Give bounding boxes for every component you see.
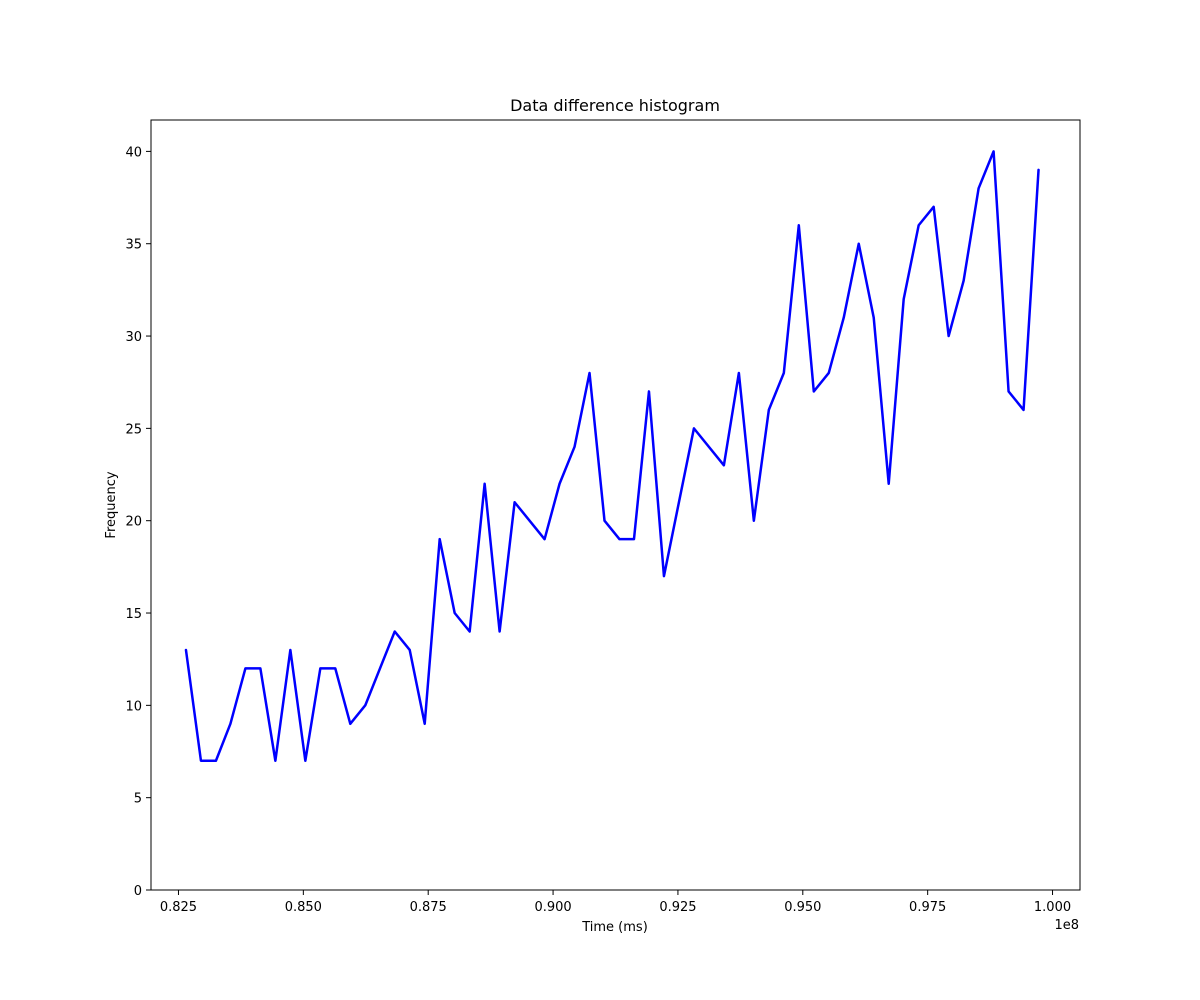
x-tick-label: 0.875 (410, 900, 447, 915)
y-tick-label: 0 (134, 884, 142, 899)
y-axis-label: Frequency (104, 471, 119, 538)
y-tick-label: 40 (125, 145, 142, 160)
x-tick-label: 1.000 (1034, 900, 1071, 915)
x-tick-label: 0.975 (909, 900, 946, 915)
x-axis-offset-label: 1e8 (1054, 918, 1079, 933)
y-tick-label: 35 (125, 238, 142, 253)
x-axis-label: Time (ms) (581, 920, 648, 935)
y-tick-label: 10 (125, 699, 142, 714)
x-tick-label: 0.850 (285, 900, 322, 915)
y-tick-label: 15 (125, 607, 142, 622)
series-line-0 (184, 150, 1040, 762)
x-tick-label: 0.900 (534, 900, 571, 915)
axes-frame (150, 119, 1081, 891)
y-tick-label: 25 (125, 422, 142, 437)
chart-title: Data difference histogram (510, 96, 720, 115)
y-tick-label: 5 (134, 792, 142, 807)
x-tick-label: 0.925 (659, 900, 696, 915)
x-tick-label: 0.825 (160, 900, 197, 915)
y-tick-label: 30 (125, 330, 142, 345)
x-tick-label: 0.950 (784, 900, 821, 915)
y-tick-label: 20 (125, 515, 142, 530)
plot-area: 0.825 0.850 0.875 0.900 0.925 0.950 0.975 1.000… (125, 119, 1081, 915)
